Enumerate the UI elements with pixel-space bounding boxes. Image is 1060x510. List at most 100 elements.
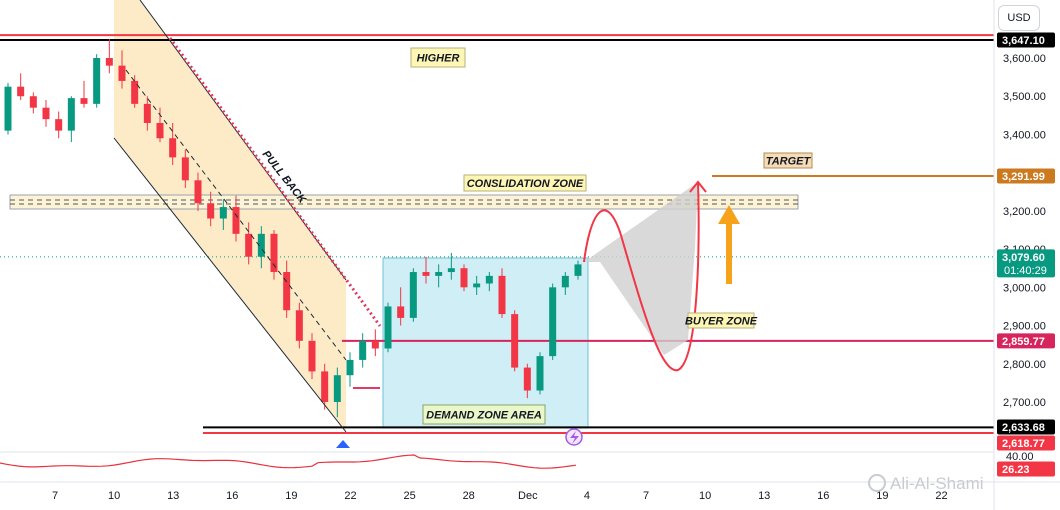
candle-38 [485, 272, 493, 292]
x-tick-0: 7 [52, 490, 58, 502]
indicator-upper-tick: 40.00 [1006, 451, 1034, 463]
candle-body-18 [232, 207, 240, 234]
candle-14 [181, 149, 189, 188]
candle-9 [118, 50, 126, 89]
candle-11 [143, 96, 151, 131]
channel-lower-line [113, 137, 347, 433]
candle-body-1 [17, 86, 25, 97]
low-marker-icon [336, 440, 350, 448]
price-axis[interactable]: 3,600.003,500.003,400.003,300.003,200.00… [993, 0, 1060, 510]
indicator-line [0, 454, 577, 469]
x-tick-1: 10 [108, 490, 120, 502]
price-tag-label-3: 2,859.77 [1002, 336, 1045, 348]
candle-1 [17, 73, 25, 101]
consolidation-label-box [463, 174, 587, 192]
consolidation-label-text: CONSLIDATION ZONE [467, 178, 584, 190]
candle-body-6 [80, 98, 88, 104]
higher-label-box [410, 47, 466, 68]
consolidation-zone-box [9, 194, 799, 210]
candle-4 [55, 111, 63, 139]
candle-body-28 [359, 340, 367, 360]
candle-body-30 [384, 306, 392, 349]
candle-body-37 [473, 283, 481, 288]
projection-path [583, 181, 700, 372]
candle-30 [384, 302, 392, 353]
candle-body-0 [4, 86, 12, 131]
candle-0 [4, 82, 12, 135]
candle-18 [232, 195, 240, 242]
candle-26 [333, 367, 341, 418]
candle-25 [321, 363, 329, 410]
x-tick-4: 19 [285, 490, 297, 502]
candle-body-2 [29, 96, 37, 108]
y-tick-6: 3,000.00 [1003, 282, 1046, 294]
price-tag-bg-2 [997, 249, 1055, 278]
candle-body-25 [321, 371, 329, 402]
y-tick-8: 2,800.00 [1003, 359, 1046, 371]
currency-button[interactable]: USD [998, 5, 1040, 31]
target-label: TARGET [763, 152, 813, 169]
candle-17 [219, 199, 227, 230]
candle-37 [473, 275, 481, 295]
time-axis[interactable]: 7 10 13 16 19 22 25 28 Dec 4 7 10 13 16 19 22 [0, 481, 1060, 502]
candle-body-4 [55, 119, 63, 131]
candle-body-32 [409, 272, 417, 318]
candle-33 [422, 256, 430, 284]
candle-body-40 [511, 314, 519, 368]
watermark-text: Ali-Al-Shami [890, 474, 984, 493]
candle-body-10 [131, 80, 139, 104]
candle-2 [29, 92, 37, 114]
demand-label: DEMAND ZONE AREA [422, 404, 546, 425]
projection-shadow [584, 182, 698, 355]
candle-body-15 [194, 180, 202, 204]
candles-layer [4, 38, 582, 418]
price-tag-bg-4 [997, 419, 1055, 435]
candle-24 [308, 333, 316, 380]
candle-body-17 [219, 207, 227, 219]
x-tick-11: 10 [699, 490, 711, 502]
price-tag-bg-1 [997, 168, 1055, 184]
price-tag-label-0: 3,647.10 [1002, 35, 1045, 47]
x-tick-2: 13 [167, 490, 179, 502]
candle-6 [80, 80, 88, 108]
author-watermark: Ali-Al-Shami [868, 474, 984, 494]
candle-16 [207, 191, 215, 227]
candle-body-24 [308, 340, 316, 372]
candle-39 [498, 268, 506, 318]
price-tag-bg-5 [997, 435, 1055, 451]
drawings-layer [113, 0, 740, 448]
candle-body-42 [536, 356, 544, 391]
candle-36 [460, 264, 468, 292]
x-tick-12: 13 [758, 490, 770, 502]
candle-22 [283, 260, 291, 318]
notes-layer: HIGHER CONSLIDATION ZONE TARGET BUYER ZONE D… [260, 47, 813, 425]
candle-15 [194, 172, 202, 211]
candle-body-33 [422, 272, 430, 276]
higher-label-text: HIGHER [417, 53, 460, 65]
target-label-box [763, 152, 813, 169]
candle-21 [270, 229, 278, 280]
candle-body-38 [485, 275, 493, 284]
pullback-channel-zone [114, 0, 346, 432]
candle-body-35 [447, 268, 455, 273]
candle-44 [561, 272, 569, 295]
demand-label-box [422, 404, 546, 425]
channel-mid-line [125, 69, 347, 361]
x-tick-13: 16 [817, 490, 829, 502]
candle-8 [105, 38, 113, 74]
price-tag-label-4: 2,633.68 [1002, 422, 1045, 434]
candle-32 [409, 268, 417, 322]
candle-45 [574, 260, 582, 280]
buy-arrow-head [718, 205, 740, 224]
price-tag-5: 2,618.77 [997, 435, 1055, 451]
candle-31 [397, 287, 405, 326]
candle-body-20 [257, 233, 265, 257]
candle-body-3 [42, 107, 50, 120]
price-tag-3: 2,859.77 [997, 333, 1055, 349]
candle-29 [371, 329, 379, 357]
x-tick-7: 28 [463, 490, 475, 502]
price-tag-label-2: 3,079.60 [1002, 252, 1045, 264]
buyer-label-box [687, 312, 755, 329]
